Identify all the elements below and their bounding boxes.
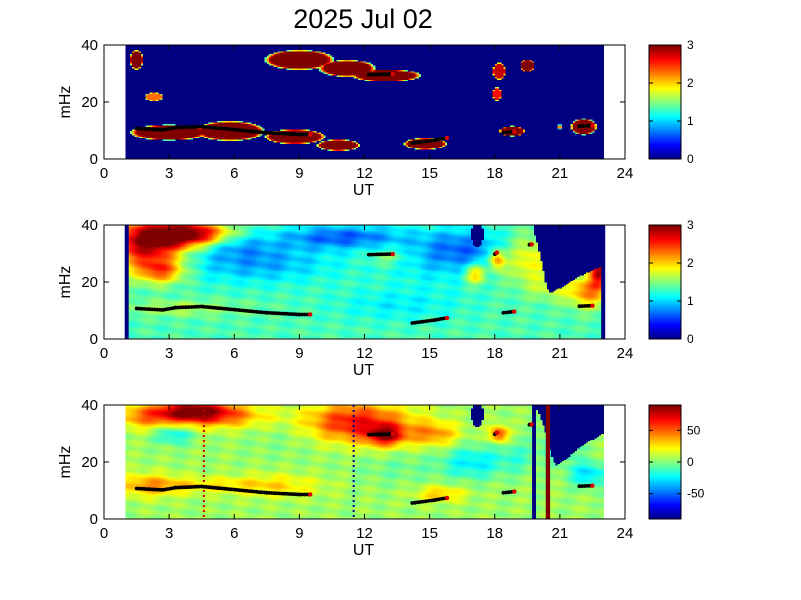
figure-title: 2025 Jul 02 <box>293 4 433 34</box>
heatmap <box>126 45 604 160</box>
